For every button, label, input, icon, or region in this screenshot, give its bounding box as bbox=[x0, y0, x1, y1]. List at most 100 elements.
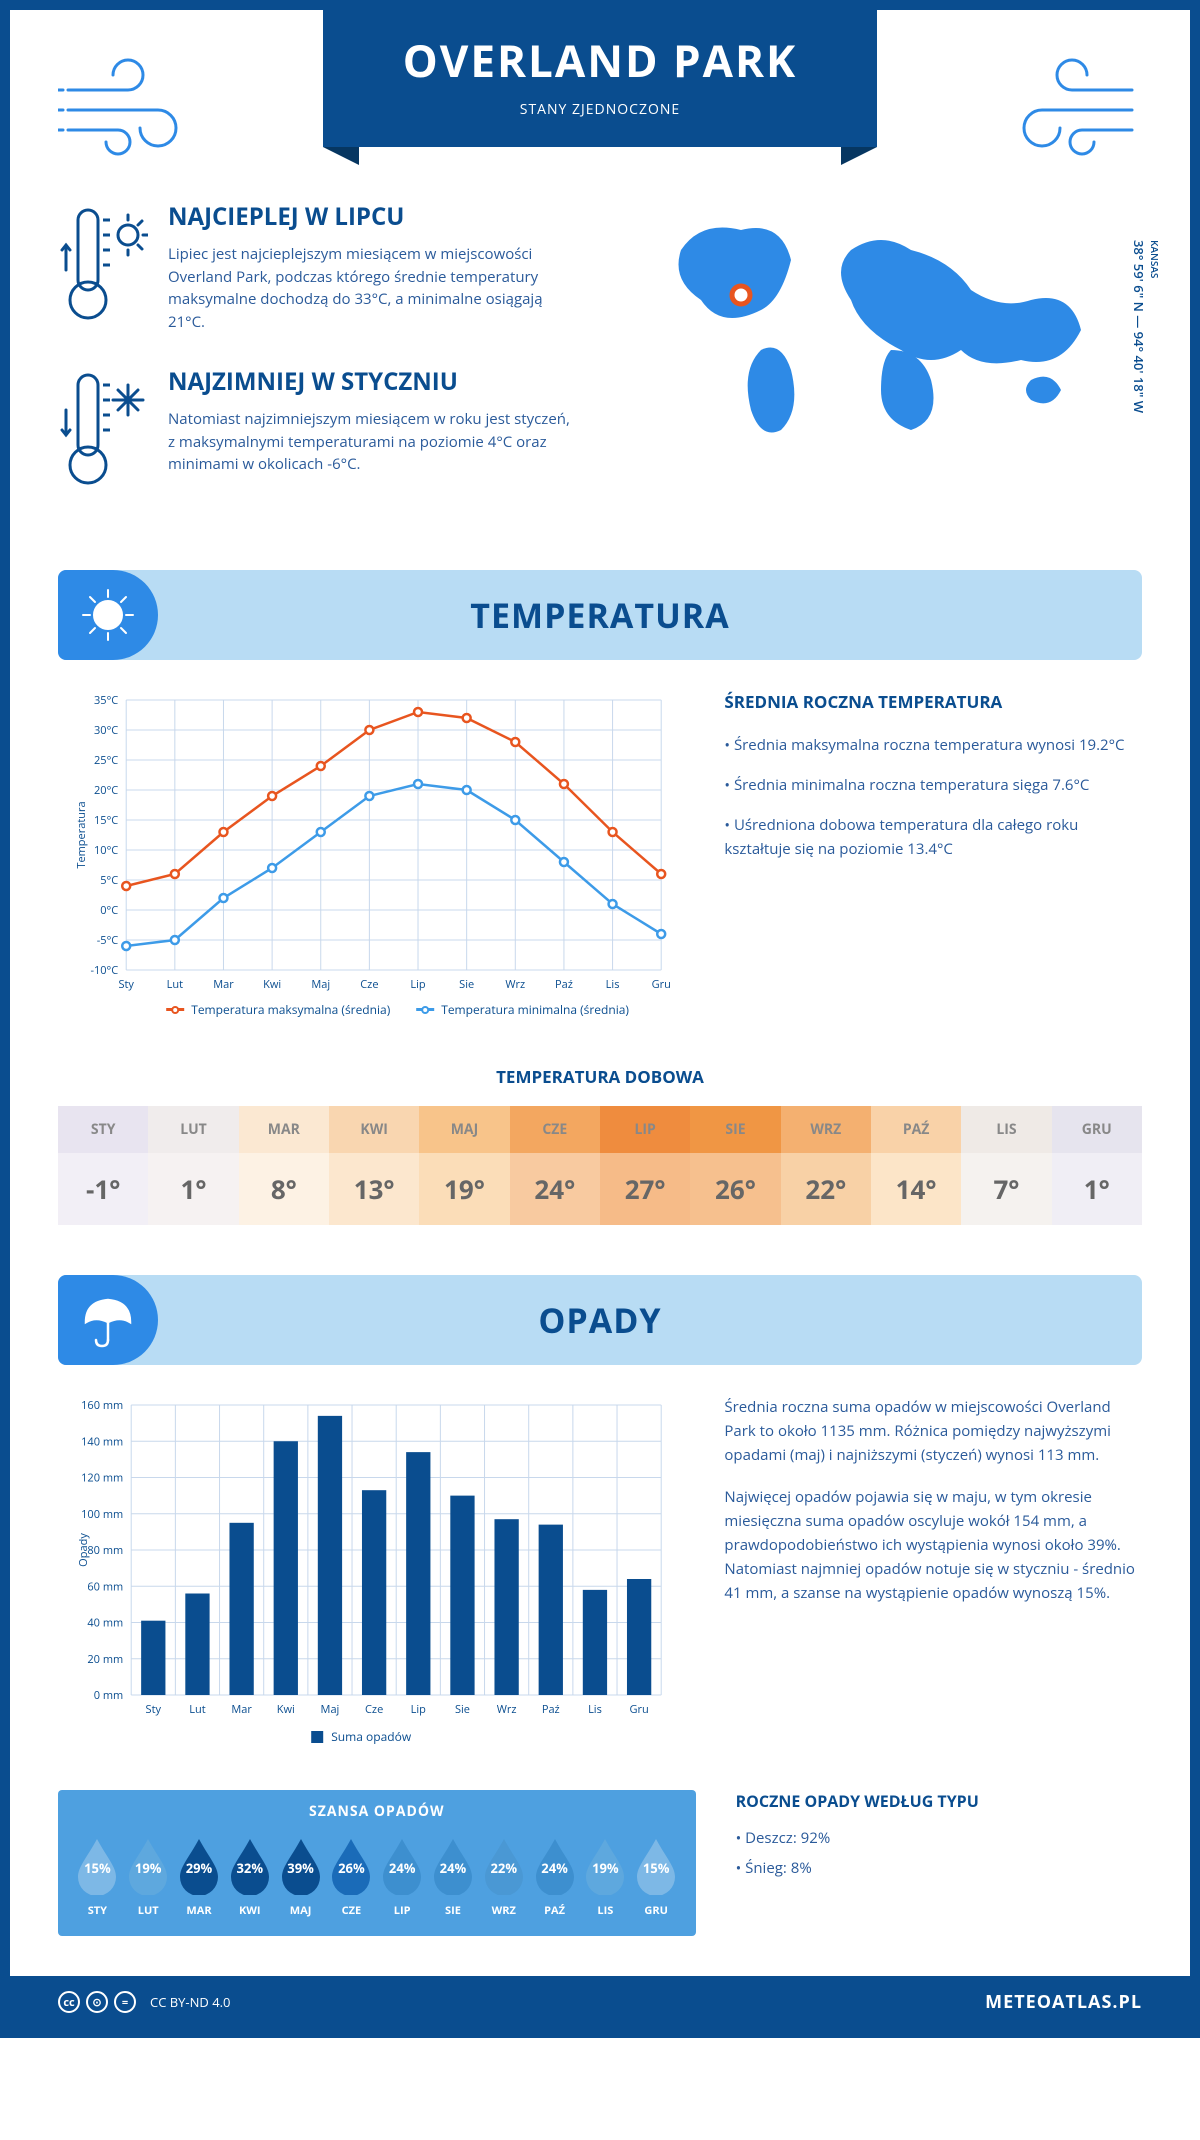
chance-drop: 15%GRU bbox=[631, 1835, 682, 1918]
svg-text:10°C: 10°C bbox=[94, 843, 118, 858]
temp-stat-3: • Uśredniona dobowa temperatura dla całe… bbox=[724, 813, 1142, 861]
by-type-snow: • Śnieg: 8% bbox=[736, 1856, 1142, 1880]
fact-hot: NAJCIEPLEJ W LIPCU Lipiec jest najcieple… bbox=[58, 200, 580, 335]
svg-text:60 mm: 60 mm bbox=[87, 1579, 123, 1594]
svg-text:15°C: 15°C bbox=[94, 813, 118, 828]
daily-col: SIE26° bbox=[690, 1106, 780, 1225]
svg-text:100 mm: 100 mm bbox=[81, 1507, 123, 1522]
temperature-stats: ŚREDNIA ROCZNA TEMPERATURA • Średnia mak… bbox=[724, 690, 1142, 1035]
thermometer-hot-icon bbox=[58, 200, 148, 335]
chance-drop: 24%SIE bbox=[428, 1835, 479, 1918]
precipitation-chart: 0 mm20 mm40 mm60 mm80 mm100 mm120 mm140 … bbox=[58, 1395, 684, 1760]
page-container: OVERLAND PARK STANY ZJEDNOCZONE bbox=[0, 0, 1200, 2038]
by-type-rain: • Deszcz: 92% bbox=[736, 1826, 1142, 1850]
region-label: KANSAS bbox=[1148, 240, 1162, 407]
svg-text:Maj: Maj bbox=[321, 1702, 340, 1717]
precipitation-section-header: OPADY bbox=[58, 1275, 1142, 1365]
precipitation-row: 0 mm20 mm40 mm60 mm80 mm100 mm120 mm140 … bbox=[58, 1395, 1142, 1760]
svg-text:140 mm: 140 mm bbox=[81, 1434, 123, 1449]
svg-text:25°C: 25°C bbox=[94, 753, 118, 768]
daily-col: MAR8° bbox=[239, 1106, 329, 1225]
svg-text:Kwi: Kwi bbox=[277, 1702, 295, 1717]
chance-drop: 22%WRZ bbox=[478, 1835, 529, 1918]
svg-text:20°C: 20°C bbox=[94, 783, 118, 798]
precipitation-title: OPADY bbox=[88, 1297, 1112, 1343]
precipitation-text: Średnia roczna suma opadów w miejscowośc… bbox=[724, 1395, 1142, 1760]
svg-text:Temperatura maksymalna (średni: Temperatura maksymalna (średnia) bbox=[191, 1001, 390, 1018]
daily-col: LIS7° bbox=[961, 1106, 1051, 1225]
coordinates: KANSAS 38° 59' 6" N — 94° 40' 18" W bbox=[1130, 240, 1162, 413]
by-type-title: ROCZNE OPADY WEDŁUG TYPU bbox=[736, 1790, 1142, 1812]
nd-icon: = bbox=[114, 1991, 136, 2013]
by-icon: ⊙ bbox=[86, 1991, 108, 2013]
lon-label: 94° 40' 18" W bbox=[1130, 332, 1148, 413]
chance-drop: 39%MAJ bbox=[275, 1835, 326, 1918]
title-banner: OVERLAND PARK STANY ZJEDNOCZONE bbox=[323, 10, 878, 147]
svg-text:Maj: Maj bbox=[311, 977, 330, 992]
sun-icon bbox=[58, 570, 158, 660]
page-subtitle: STANY ZJEDNOCZONE bbox=[403, 100, 798, 119]
umbrella-icon bbox=[58, 1275, 158, 1365]
chance-drop: 32%KWI bbox=[224, 1835, 275, 1918]
precip-by-type: ROCZNE OPADY WEDŁUG TYPU • Deszcz: 92% •… bbox=[736, 1790, 1142, 1936]
svg-text:80 mm: 80 mm bbox=[87, 1543, 123, 1558]
fact-hot-text: Lipiec jest najcieplejszym miesiącem w m… bbox=[168, 243, 580, 333]
svg-text:Lis: Lis bbox=[606, 977, 620, 992]
svg-text:160 mm: 160 mm bbox=[81, 1398, 123, 1413]
svg-text:Cze: Cze bbox=[365, 1702, 383, 1717]
fact-cold-text: Natomiast najzimniejszym miesiącem w rok… bbox=[168, 408, 580, 476]
daily-col: WRZ22° bbox=[781, 1106, 871, 1225]
daily-col: KWI13° bbox=[329, 1106, 419, 1225]
svg-text:-5°C: -5°C bbox=[97, 933, 119, 948]
svg-text:35°C: 35°C bbox=[94, 693, 118, 708]
svg-text:0°C: 0°C bbox=[100, 903, 118, 918]
page-title: OVERLAND PARK bbox=[403, 30, 798, 90]
svg-text:Temperatura minimalna (średnia: Temperatura minimalna (średnia) bbox=[441, 1001, 629, 1018]
svg-text:Paź: Paź bbox=[542, 1702, 560, 1717]
precip-p2: Najwięcej opadów pojawia się w maju, w t… bbox=[724, 1485, 1142, 1605]
svg-text:0 mm: 0 mm bbox=[94, 1688, 124, 1703]
chance-drops: 15%STY19%LUT29%MAR32%KWI39%MAJ26%CZE24%L… bbox=[72, 1835, 682, 1918]
thermometer-cold-icon bbox=[58, 365, 148, 500]
svg-text:20 mm: 20 mm bbox=[87, 1652, 123, 1667]
world-map bbox=[620, 200, 1142, 450]
footer: cc ⊙ = CC BY-ND 4.0 METEOATLAS.PL bbox=[10, 1976, 1190, 2028]
chance-drop: 19%LIS bbox=[580, 1835, 631, 1918]
svg-text:Mar: Mar bbox=[213, 977, 234, 992]
daily-temp-title: TEMPERATURA DOBOWA bbox=[58, 1065, 1142, 1088]
svg-text:Kwi: Kwi bbox=[263, 977, 281, 992]
chance-drop: 26%CZE bbox=[326, 1835, 377, 1918]
header: OVERLAND PARK STANY ZJEDNOCZONE bbox=[58, 50, 1142, 160]
chance-drop: 15%STY bbox=[72, 1835, 123, 1918]
intro-row: NAJCIEPLEJ W LIPCU Lipiec jest najcieple… bbox=[58, 200, 1142, 530]
svg-text:5°C: 5°C bbox=[100, 873, 118, 888]
svg-text:Temperatura: Temperatura bbox=[74, 801, 89, 868]
daily-temp-table: STY-1°LUT1°MAR8°KWI13°MAJ19°CZE24°LIP27°… bbox=[58, 1106, 1142, 1225]
svg-text:Opady: Opady bbox=[76, 1533, 91, 1567]
svg-text:Lip: Lip bbox=[410, 977, 426, 992]
chance-title: SZANSA OPADÓW bbox=[72, 1802, 682, 1821]
daily-col: CZE24° bbox=[510, 1106, 600, 1225]
temp-stat-2: • Średnia minimalna roczna temperatura s… bbox=[724, 773, 1142, 797]
fact-cold-title: NAJZIMNIEJ W STYCZNIU bbox=[168, 365, 580, 398]
license-block: cc ⊙ = CC BY-ND 4.0 bbox=[58, 1991, 230, 2013]
svg-text:120 mm: 120 mm bbox=[81, 1471, 123, 1486]
svg-text:Lut: Lut bbox=[167, 977, 183, 992]
daily-col: STY-1° bbox=[58, 1106, 148, 1225]
svg-text:30°C: 30°C bbox=[94, 723, 118, 738]
svg-text:Wrz: Wrz bbox=[505, 977, 525, 992]
svg-text:Gru: Gru bbox=[629, 1702, 648, 1717]
brand: METEOATLAS.PL bbox=[985, 1990, 1142, 2014]
license-text: CC BY-ND 4.0 bbox=[150, 1993, 230, 2011]
chance-drop: 24%LIP bbox=[377, 1835, 428, 1918]
cc-icon: cc bbox=[58, 1991, 80, 2013]
wind-icon-right bbox=[992, 50, 1142, 160]
daily-col: GRU1° bbox=[1052, 1106, 1142, 1225]
svg-text:Gru: Gru bbox=[652, 977, 671, 992]
temperature-row: -10°C-5°C0°C5°C10°C15°C20°C25°C30°C35°CS… bbox=[58, 690, 1142, 1035]
lat-label: 38° 59' 6" N bbox=[1130, 240, 1148, 312]
temp-stats-title: ŚREDNIA ROCZNA TEMPERATURA bbox=[724, 690, 1142, 713]
svg-text:Cze: Cze bbox=[360, 977, 378, 992]
chance-panel: SZANSA OPADÓW 15%STY19%LUT29%MAR32%KWI39… bbox=[58, 1790, 696, 1936]
daily-col: LUT1° bbox=[148, 1106, 238, 1225]
